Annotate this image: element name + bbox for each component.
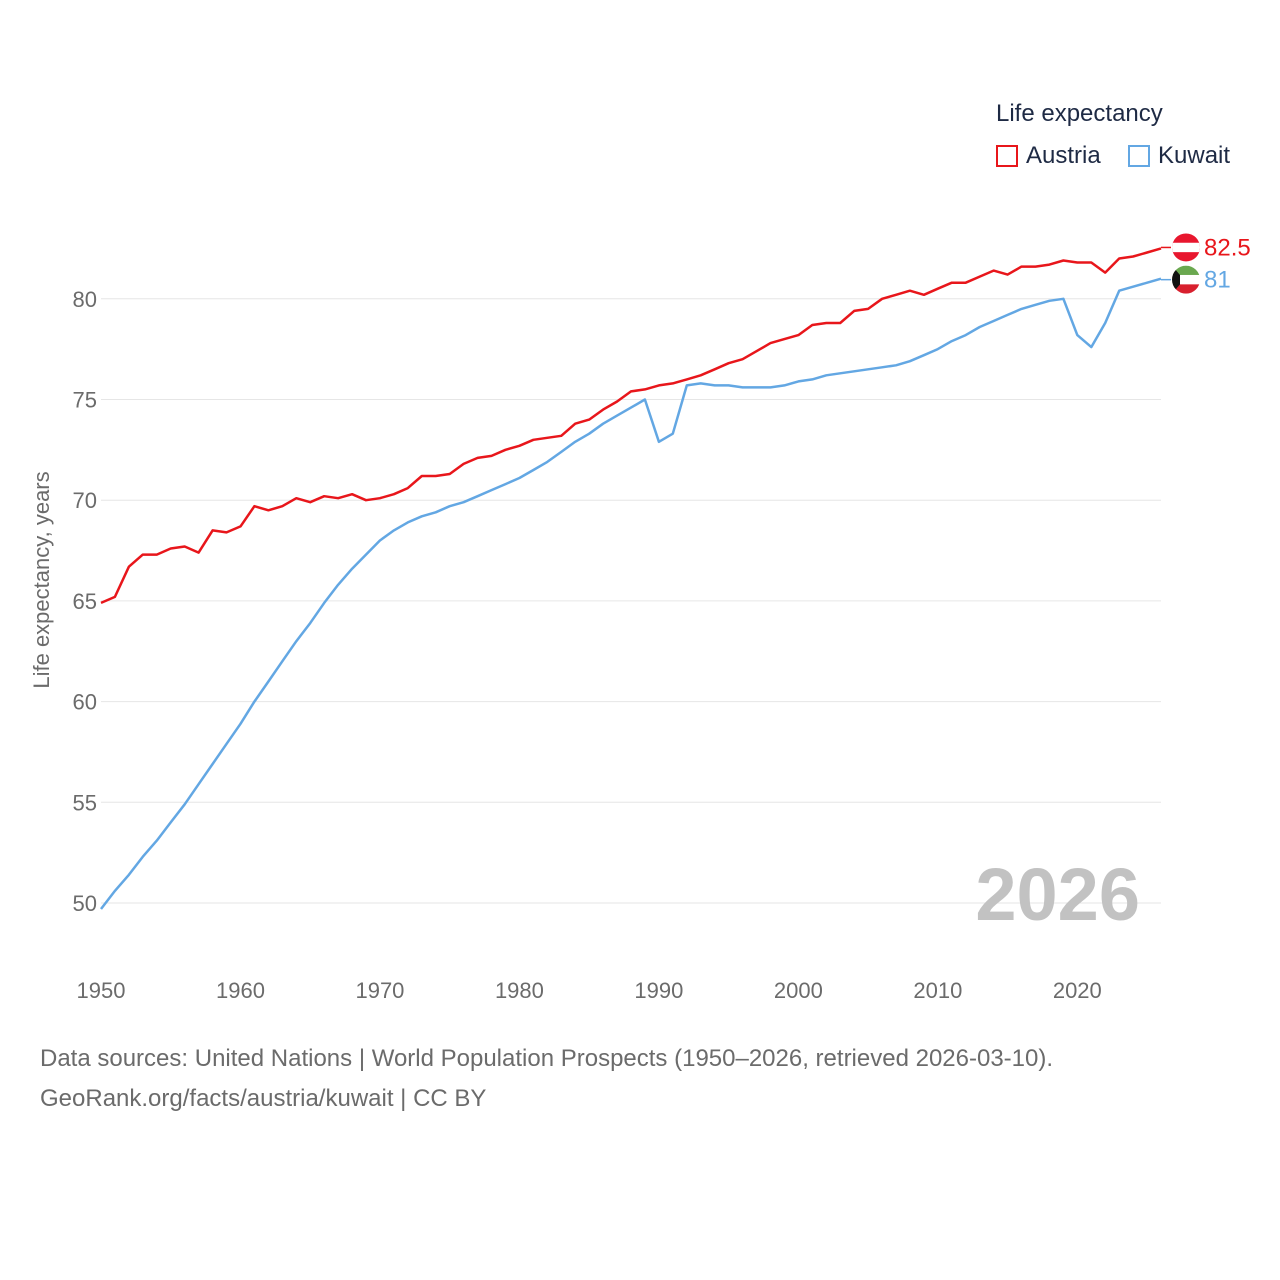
austria-flag-icon [1172, 233, 1200, 262]
y-tick-label-60: 60 [73, 690, 97, 715]
x-tick-label-1950: 1950 [77, 978, 126, 1003]
legend-item-kuwait[interactable]: Kuwait [1128, 142, 1230, 170]
year-watermark: 2026 [975, 853, 1140, 936]
end-label-kuwait: 81 [1204, 267, 1231, 294]
series-line-austria [100, 247, 1162, 605]
y-tick-label-70: 70 [73, 488, 97, 513]
kuwait-flag-icon [1172, 265, 1200, 294]
y-tick-label-80: 80 [73, 287, 97, 312]
end-label-austria: 82.5 [1204, 234, 1251, 261]
legend-title: Life expectancy [996, 100, 1163, 127]
x-tick-label-1960: 1960 [216, 978, 265, 1003]
legend-label-kuwait: Kuwait [1158, 142, 1231, 169]
legend-swatch-kuwait [1128, 145, 1150, 167]
series-line-kuwait [100, 277, 1162, 910]
x-tick-label-1980: 1980 [495, 978, 544, 1003]
y-tick-label-55: 55 [73, 790, 97, 815]
footer-link[interactable]: GeoRank.org/facts/austria/kuwait | CC BY [40, 1085, 487, 1112]
x-tick-label-1990: 1990 [634, 978, 683, 1003]
y-tick-label-50: 50 [73, 891, 97, 916]
x-tick-label-1970: 1970 [355, 978, 404, 1003]
x-tick-label-2020: 2020 [1053, 978, 1102, 1003]
legend-label-austria: Austria [1026, 142, 1101, 169]
legend-swatch-austria [996, 145, 1018, 167]
y-axis-label: Life expectancy, years [29, 471, 54, 689]
y-tick-label-65: 65 [73, 589, 97, 614]
x-tick-label-2010: 2010 [913, 978, 962, 1003]
footer-sources: Data sources: United Nations | World Pop… [40, 1045, 1054, 1072]
x-tick-label-2000: 2000 [774, 978, 823, 1003]
legend-item-austria[interactable]: Austria [996, 142, 1101, 170]
y-tick-label-75: 75 [73, 388, 97, 413]
